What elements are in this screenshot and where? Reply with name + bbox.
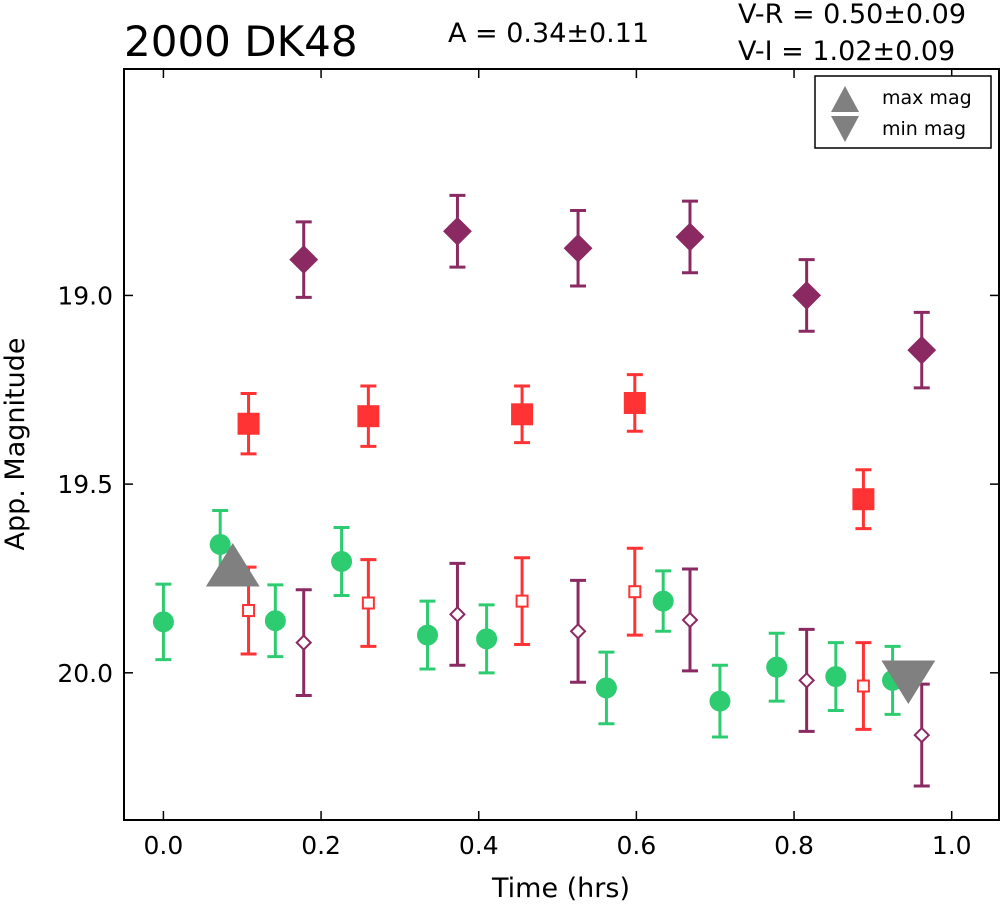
plot-frame xyxy=(123,68,1000,821)
data-point-circle xyxy=(331,550,353,572)
chart-title: 2000 DK48 xyxy=(124,17,358,66)
data-point-diamond xyxy=(569,622,587,640)
y-tick-label: 20.0 xyxy=(57,659,113,688)
y-tick-label: 19.0 xyxy=(57,281,113,310)
min-mag-legend-icon xyxy=(831,116,859,142)
data-point-circle xyxy=(652,590,674,612)
data-point-circle xyxy=(766,656,788,678)
data-point-square xyxy=(623,391,646,414)
max-mag-legend-icon xyxy=(831,86,859,112)
data-point-diamond xyxy=(449,605,466,623)
legend-label-max-mag: max mag xyxy=(882,87,972,109)
data-point-square xyxy=(628,585,642,599)
data-point-diamond xyxy=(907,335,937,365)
data-point-square xyxy=(515,594,529,608)
data-point-circle xyxy=(825,666,847,688)
data-point-diamond xyxy=(798,671,816,689)
legend: max mag min mag xyxy=(814,75,992,149)
data-point-circle xyxy=(152,611,174,633)
data-point-circle xyxy=(209,534,231,556)
data-point-square xyxy=(237,412,260,435)
y-axis-label: App. Magnitude xyxy=(0,338,31,551)
data-point-square xyxy=(357,405,380,428)
data-point-square xyxy=(856,679,870,693)
x-tick-label: 0.6 xyxy=(617,831,657,860)
color-index-vi-label: V-I = 1.02±0.09 xyxy=(738,36,955,67)
data-point-circle xyxy=(476,628,498,650)
color-index-vr-label: V-R = 0.50±0.09 xyxy=(738,0,966,30)
data-point-square xyxy=(511,403,534,426)
data-point-diamond xyxy=(792,281,822,310)
data-point-circle xyxy=(264,610,286,632)
data-point-diamond xyxy=(289,245,319,274)
data-point-circle xyxy=(595,677,617,699)
min-mag-marker xyxy=(881,660,936,704)
data-point-circle xyxy=(709,690,731,712)
x-tick-label: 1.0 xyxy=(932,831,972,860)
y-tick-label: 19.5 xyxy=(57,470,113,499)
x-axis-label: Time (hrs) xyxy=(491,873,630,904)
data-point-diamond xyxy=(913,726,931,744)
x-tick-label: 0.4 xyxy=(459,831,499,860)
x-tick-label: 0.8 xyxy=(774,831,814,860)
data-point-diamond xyxy=(295,634,313,652)
legend-label-min-mag: min mag xyxy=(882,118,966,140)
amplitude-label: A = 0.34±0.11 xyxy=(448,18,649,49)
x-tick-label: 0.2 xyxy=(301,831,341,860)
data-point-square xyxy=(242,604,256,618)
data-point-square xyxy=(852,488,875,511)
x-tick-label: 0.0 xyxy=(144,831,184,860)
data-point-diamond xyxy=(443,216,472,246)
max-mag-marker xyxy=(205,543,260,587)
data-point-square xyxy=(361,596,375,610)
data-point-diamond xyxy=(681,611,699,629)
axis-ticks: 0.0 0.2 0.4 0.6 0.8 1.0 19.0 19.5 20.0 xyxy=(57,69,999,860)
data-point-diamond xyxy=(563,233,593,263)
data-point-circle xyxy=(416,624,438,646)
plot-marks xyxy=(152,193,937,788)
data-point-diamond xyxy=(675,222,705,252)
